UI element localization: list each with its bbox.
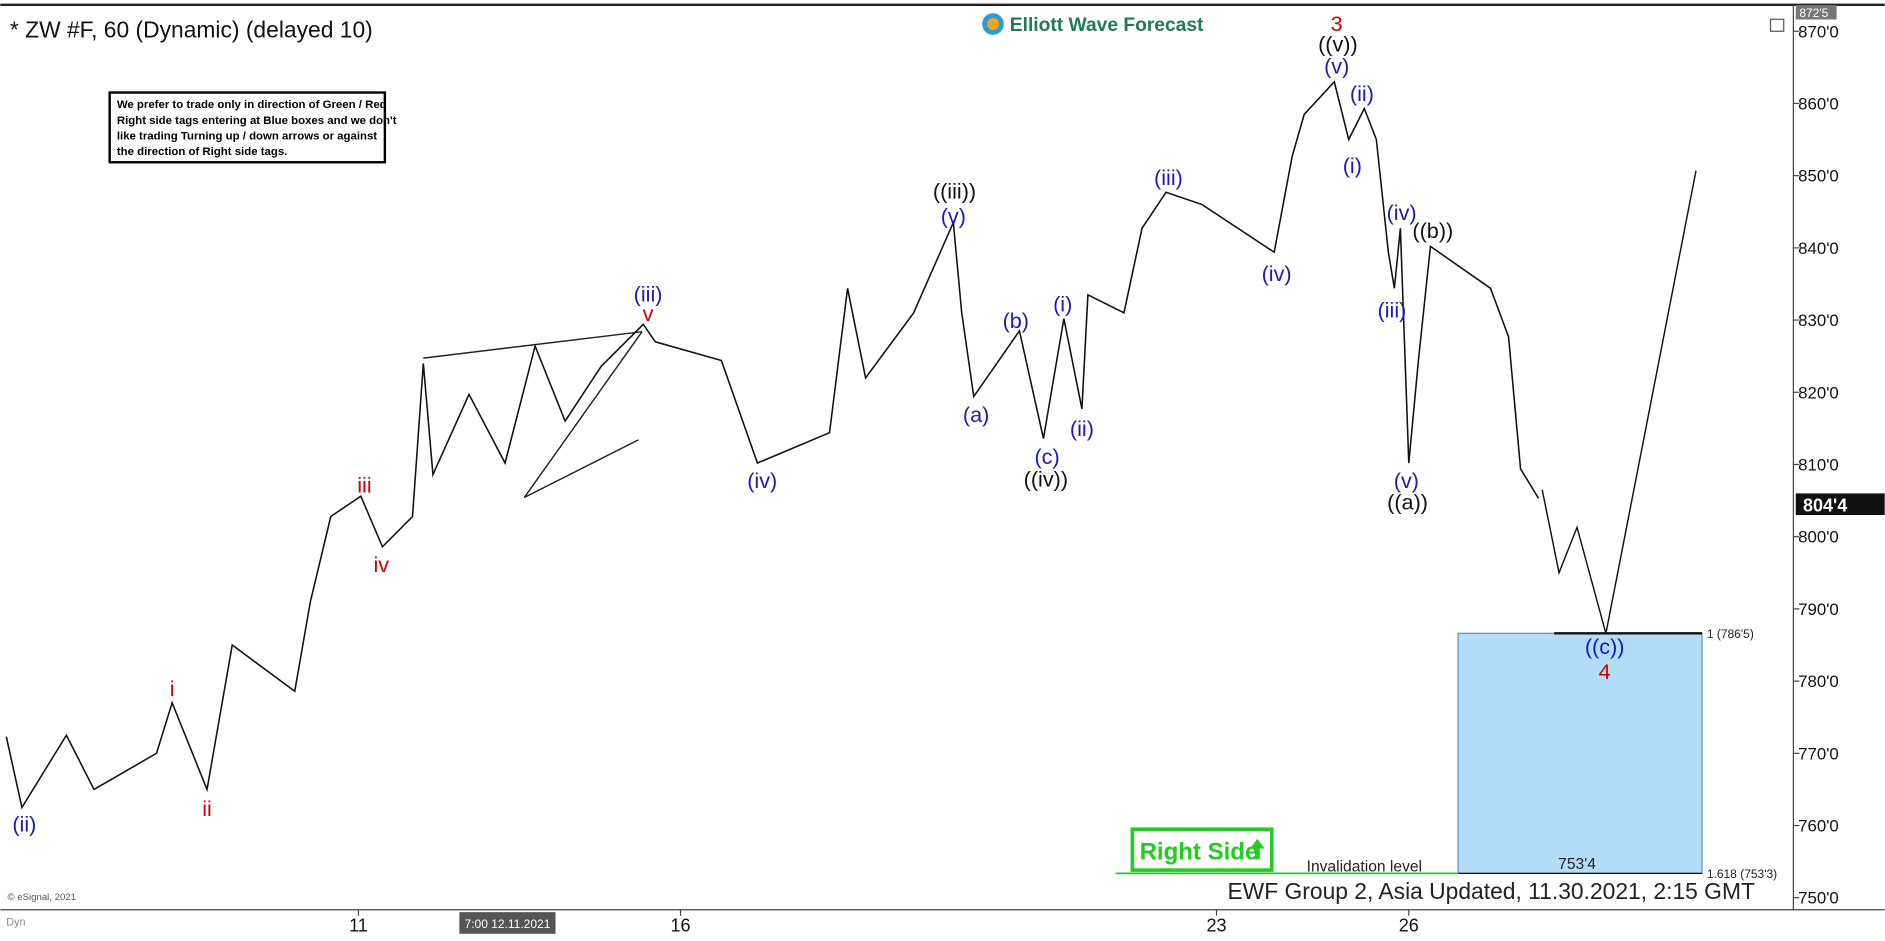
projection-line [1541, 170, 1697, 634]
note-line: the direction of Right side tags. [117, 146, 287, 158]
y-tick-label: 760'0 [1798, 817, 1839, 836]
right-side-button [1130, 827, 1274, 872]
wave-label: v [643, 301, 654, 326]
x-tick-label: 11 [349, 915, 368, 935]
wave-label: i [170, 676, 175, 701]
x-tick-label: 26 [1399, 915, 1419, 935]
y-tick-label: 780'0 [1798, 672, 1839, 691]
wave-label: ((c)) [1585, 634, 1625, 659]
wave-label: (i) [1343, 153, 1362, 178]
y-tick-label: 750'0 [1798, 889, 1839, 908]
wave-label: ((a)) [1387, 490, 1428, 515]
wave-label: iv [373, 552, 389, 577]
x-tick-label: 23 [1206, 915, 1226, 935]
invalidation-label: Invalidation level [1307, 858, 1422, 875]
wave-label: (iii) [634, 282, 663, 307]
wave-label: (iv) [1387, 200, 1417, 225]
copyright: © eSignal, 2021 [8, 892, 77, 903]
note-line: Right side tags entering at Blue boxes a… [117, 115, 397, 127]
logo-icon-inner [986, 18, 999, 31]
footer: EWF Group 2, Asia Updated, 11.30.2021, 2… [1227, 878, 1754, 904]
wave-label: (iii) [1154, 165, 1183, 190]
y-tick-label: 840'0 [1798, 239, 1839, 258]
last-price-box [1795, 493, 1885, 516]
top-price-box [1795, 5, 1837, 20]
note-line: like trading Turning up / down arrows or… [117, 130, 377, 142]
note-box [108, 91, 387, 164]
x-tick-label: 16 [670, 915, 690, 935]
fib-label: 1.618 (753'3) [1707, 867, 1777, 881]
brand-name: Elliott Wave Forecast [1010, 15, 1204, 36]
y-tick-label: 870'0 [1798, 22, 1839, 41]
wave-label: ((v)) [1318, 32, 1358, 57]
y-tick-label: 790'0 [1798, 600, 1839, 619]
wave-label: (ii) [1350, 81, 1374, 106]
wave-label: ((b)) [1412, 218, 1453, 243]
y-tick-label: 830'0 [1798, 311, 1839, 330]
wave-label: (ii) [1070, 416, 1094, 441]
target-box [1457, 632, 1703, 874]
crosshair-label: 7:00 12.11.2021 [465, 917, 551, 931]
brand-logo: Elliott Wave Forecast [982, 13, 1204, 36]
corner-label: Dyn [6, 916, 25, 928]
wedge-line [523, 331, 643, 498]
wave-label: (iv) [1262, 261, 1292, 286]
wave-label: (c) [1034, 444, 1059, 469]
fib-label: 1 (786'5) [1707, 627, 1754, 641]
last-price-label: 804'4 [1803, 495, 1847, 515]
y-tick-label: 820'0 [1798, 383, 1839, 402]
top-price-label: 872'5 [1799, 6, 1828, 20]
wedge-line [423, 330, 643, 359]
wave-label: (iv) [747, 468, 777, 493]
y-tick-label: 850'0 [1798, 167, 1839, 186]
wedge [423, 330, 643, 499]
wave-label: (v) [941, 204, 966, 229]
y-tick-label: 800'0 [1798, 528, 1839, 547]
y-tick-label: 860'0 [1798, 94, 1839, 113]
crosshair-box [459, 912, 556, 934]
price-line [5, 80, 1540, 810]
chart-title: * ZW #F, 60 (Dynamic) (delayed 10) [10, 16, 373, 42]
wave-label: iii [357, 473, 371, 498]
wave-label: (iii) [1378, 297, 1407, 322]
box-label: 753'4 [1558, 856, 1596, 873]
wave-label: ii [202, 796, 212, 821]
wave-label: (a) [963, 402, 989, 427]
wave-label: ((iv)) [1024, 467, 1068, 492]
wave-label: 3 [1331, 11, 1343, 36]
wave-label: (i) [1053, 291, 1072, 316]
right-side-arrow [1250, 838, 1265, 860]
wave-label: (v) [1394, 468, 1419, 493]
note-line: We prefer to trade only in direction of … [117, 99, 387, 111]
wedge-line [523, 439, 639, 499]
right-side-label: Right Side [1140, 838, 1259, 865]
wave-label: ((iii)) [933, 178, 976, 203]
wave-label: 4 [1599, 659, 1611, 684]
wave-label: (ii) [12, 812, 36, 837]
y-tick-label: 810'0 [1798, 456, 1839, 475]
window-icon[interactable] [1769, 18, 1785, 32]
wave-label: (b) [1003, 308, 1029, 333]
wave-label: (v) [1324, 53, 1349, 78]
y-tick-label: 770'0 [1798, 744, 1839, 763]
